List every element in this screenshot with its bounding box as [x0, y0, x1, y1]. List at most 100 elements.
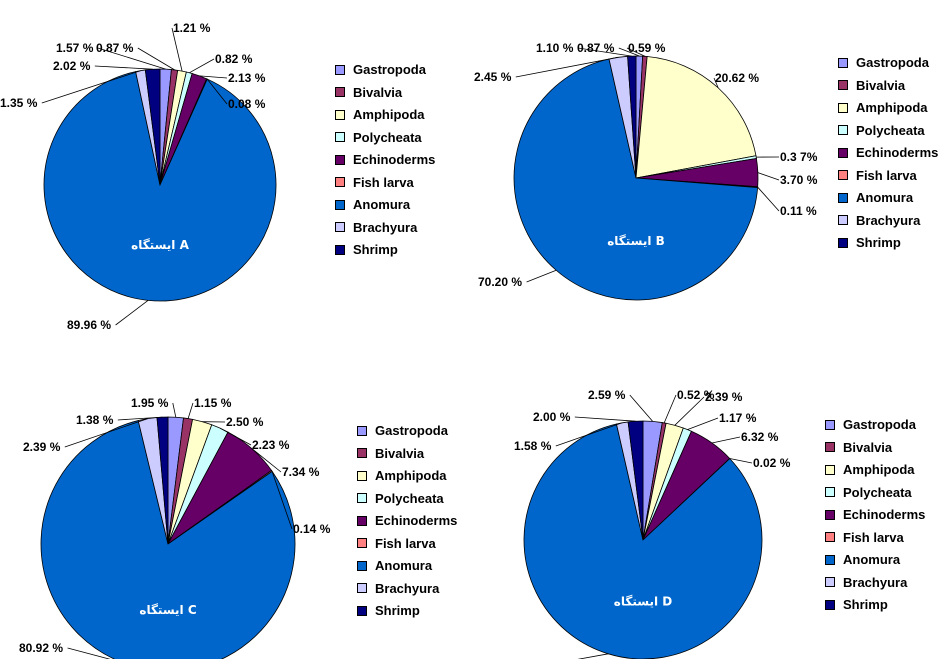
- legend-item-fish-larva: Fish larva: [838, 167, 938, 192]
- legend-label: Fish larva: [843, 529, 904, 545]
- legend-swatch: [357, 515, 367, 526]
- leader-line: [674, 396, 705, 426]
- leader-line: [663, 394, 677, 424]
- legend-swatch: [838, 102, 848, 113]
- legend-item-echinoderms: Echinoderms: [335, 153, 435, 176]
- legend-station-b: Gastropoda Bivalvia Amphipoda Polycheata Ech…: [838, 56, 938, 259]
- legend-swatch: [335, 87, 345, 98]
- legend-item-bivalvia: Bivalvia: [335, 84, 435, 109]
- legend-label: Fish larva: [375, 535, 436, 551]
- slice-percent-label: 2.45 %: [474, 70, 512, 84]
- slice-percent-label: 2.59 %: [588, 388, 626, 402]
- legend-swatch: [335, 64, 345, 75]
- legend-swatch: [357, 448, 367, 459]
- leader-line: [757, 186, 780, 212]
- leader-line: [67, 647, 111, 659]
- slice-percent-label: 2.39 %: [23, 440, 61, 454]
- legend-label: Bivalvia: [353, 84, 403, 100]
- legend-item-brachyura: Brachyura: [357, 581, 457, 605]
- legend-swatch: [838, 125, 848, 136]
- legend-item-polycheata: Polycheata: [335, 129, 435, 154]
- legend-swatch: [825, 577, 835, 588]
- slice-percent-label: 6.32 %: [741, 430, 779, 444]
- leader-line: [94, 65, 153, 70]
- legend-item-brachyura: Brachyura: [838, 213, 938, 237]
- legend-swatch: [825, 532, 835, 543]
- legend-swatch: [838, 80, 848, 91]
- leader-line: [199, 75, 228, 79]
- slice-percent-label: 2.13 %: [228, 71, 266, 85]
- legend-label: Anomura: [353, 197, 411, 212]
- slice-percent-label: 1.57 %: [56, 41, 94, 55]
- legend-label: Echinoderms: [375, 513, 458, 528]
- slice-percent-label: 1.38 %: [76, 413, 114, 427]
- legend-item-bivalvia: Bivalvia: [825, 440, 925, 464]
- legend-label: Anomura: [843, 552, 901, 567]
- legend-label: Polycheata: [353, 129, 422, 145]
- legend-swatch: [825, 599, 835, 610]
- pie-slice-shrimp: [627, 420, 644, 541]
- legend-swatch: [335, 199, 345, 210]
- legend-swatch: [825, 442, 835, 453]
- legend-label: Brachyura: [353, 219, 418, 235]
- legend-item-brachyura: Brachyura: [825, 575, 925, 599]
- station-label: ایستگاه B: [607, 234, 665, 248]
- legend-item-anomura: Anomura: [838, 191, 938, 214]
- slice-percent-label: 1.15 %: [194, 396, 232, 410]
- station-label: ایستگاه A: [131, 238, 189, 252]
- legend-item-polycheata: Polycheata: [357, 491, 457, 515]
- slice-percent-label: 0.59 %: [628, 41, 666, 55]
- legend-swatch: [335, 244, 345, 255]
- legend-label: Shrimp: [843, 597, 888, 612]
- leader-line: [577, 47, 632, 57]
- legend-swatch: [825, 554, 835, 565]
- legend-swatch: [825, 419, 835, 430]
- leader-line: [172, 402, 177, 418]
- slice-percent-label: 2.00 %: [533, 410, 571, 424]
- legend-swatch: [335, 154, 345, 165]
- legend-item-amphipoda: Amphipoda: [357, 469, 457, 492]
- legend-swatch: [825, 487, 835, 498]
- legend-item-amphipoda: Amphipoda: [838, 101, 938, 124]
- legend-item-shrimp: Shrimp: [335, 243, 435, 266]
- slice-percent-label: 80.92 %: [19, 641, 63, 655]
- legend-item-shrimp: Shrimp: [825, 598, 925, 621]
- leader-line: [515, 56, 619, 78]
- leader-line: [729, 458, 753, 464]
- legend-swatch: [357, 470, 367, 481]
- slice-percent-label: 0.87 %: [96, 41, 134, 55]
- leader-line: [189, 58, 215, 74]
- legend-swatch: [357, 425, 367, 436]
- slice-percent-label: 0.3 7%: [780, 150, 818, 164]
- legend-swatch: [335, 222, 345, 233]
- legend-item-fish-larva: Fish larva: [335, 175, 435, 199]
- slice-percent-label: 7.34 %: [282, 465, 320, 479]
- slice-percent-label: 1.10 %: [536, 41, 574, 55]
- slice-percent-label: 89.96 %: [67, 318, 111, 332]
- legend-label: Gastropoda: [843, 417, 916, 432]
- legend-swatch: [825, 464, 835, 475]
- leader-line: [574, 416, 636, 422]
- legend-swatch: [335, 132, 345, 143]
- legend-item-polycheata: Polycheata: [825, 485, 925, 509]
- legend-item-amphipoda: Amphipoda: [825, 463, 925, 486]
- pie-slice-anomura: [40, 420, 296, 659]
- leader-line: [137, 47, 175, 71]
- pie-chart-4: 2.59 %0.52 %2.39 %1.17 %6.32 %0.02 %83.4…: [498, 388, 791, 659]
- legend-item-gastropoda: Gastropoda: [335, 63, 435, 86]
- station-label: ایستگاه D: [614, 594, 672, 608]
- legend-item-gastropoda: Gastropoda: [357, 424, 457, 447]
- pie-chart-3: 1.95 % 1.15 % 2.50 % 2.23 % 7.34 % 0.14 % 80.9…: [19, 396, 331, 659]
- leader-line: [687, 417, 719, 430]
- legend-label: Fish larva: [856, 167, 917, 183]
- legend-swatch: [335, 177, 345, 188]
- legend-swatch: [825, 509, 835, 520]
- legend-item-shrimp: Shrimp: [838, 236, 938, 259]
- leader-line: [618, 47, 640, 57]
- legend-label: Gastropoda: [856, 55, 929, 70]
- leader-line: [711, 436, 741, 444]
- legend-label: Echinoderms: [856, 145, 939, 160]
- leader-line: [187, 402, 194, 419]
- legend-item-echinoderms: Echinoderms: [838, 146, 938, 169]
